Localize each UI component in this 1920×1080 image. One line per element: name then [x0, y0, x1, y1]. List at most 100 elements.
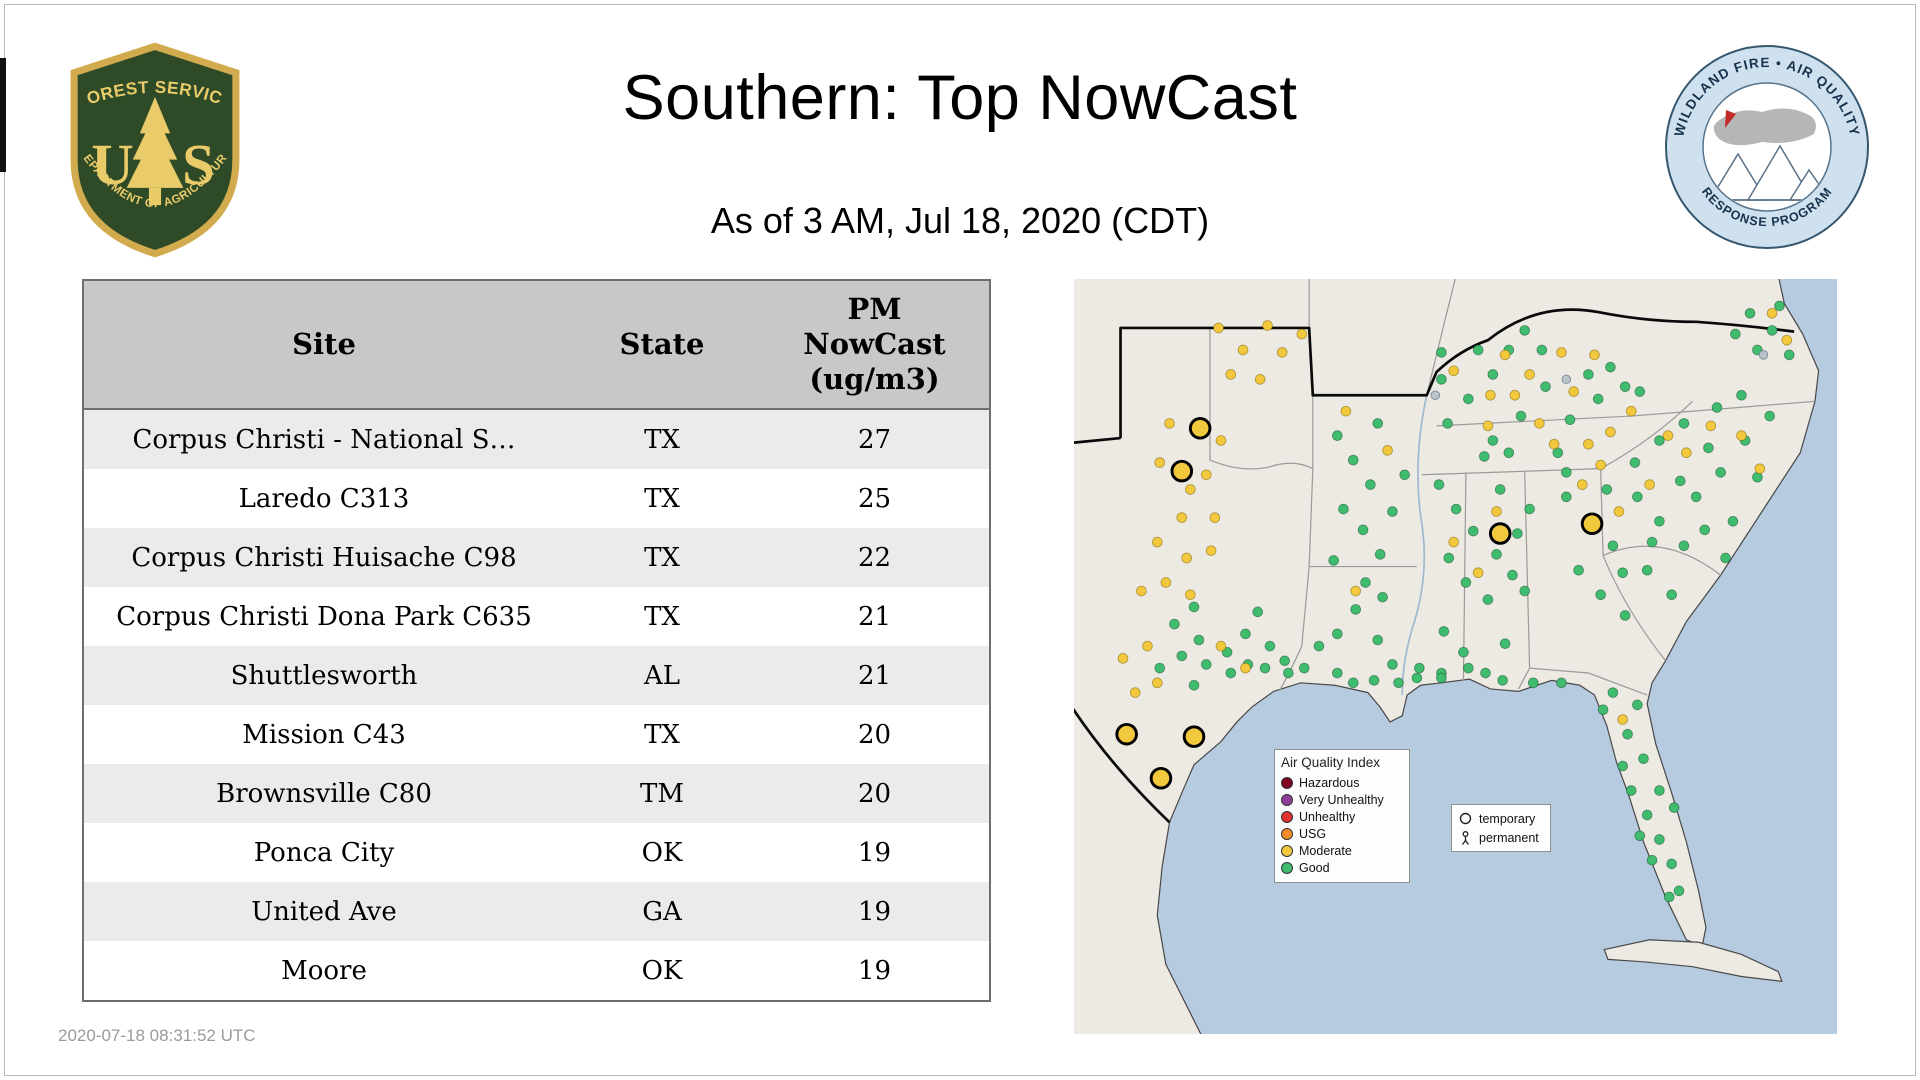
monitor-dot-good [1673, 885, 1685, 897]
usfs-letter-u: U [91, 132, 133, 197]
monitor-dot-good [1338, 503, 1349, 515]
monitor-dot-good [1507, 569, 1518, 581]
aqi-color-swatch [1281, 861, 1293, 874]
site-cell: Moore [281, 955, 367, 986]
aqi-color-swatch [1281, 776, 1293, 789]
marker-type-legend: temporary permanent [1451, 804, 1551, 852]
monitor-dot-good [1617, 760, 1629, 772]
monitor-dot-moderate [1129, 687, 1141, 698]
monitor-dot-moderate [1534, 418, 1545, 429]
monitor-dot-moderate [1595, 459, 1606, 471]
monitor-dot-good [1458, 646, 1469, 658]
monitor-dot-good [1583, 369, 1594, 380]
wfaqrp-logo: WILDLAND FIRE • AIR QUALITY RESPONSE PRO… [1662, 42, 1872, 252]
monitor-dot-moderate [1644, 479, 1655, 490]
state-cell: TM [640, 778, 684, 809]
monitor-dot-good [1176, 650, 1188, 662]
value-cell: 21 [857, 660, 892, 691]
monitor-dot-good [1632, 491, 1643, 503]
monitor-dot-moderate [1254, 374, 1266, 385]
site-cell: Corpus Christi Huisache C98 [131, 542, 517, 573]
aqi-legend-label: Very Unhealthy [1299, 792, 1384, 807]
fire-location-marker [1725, 110, 1736, 128]
wfaqrp-badge-icon: WILDLAND FIRE • AIR QUALITY RESPONSE PRO… [1665, 45, 1869, 249]
monitor-dot-moderate [1151, 536, 1163, 548]
monitor-dot-good [1515, 410, 1527, 422]
monitor-dot-moderate [1164, 418, 1175, 429]
value-cell: 27 [857, 424, 892, 455]
temporary-monitor-dot-moderate [1170, 459, 1194, 483]
site-cell: Laredo C313 [238, 483, 410, 514]
monitor-dot-moderate [1766, 307, 1778, 319]
monitor-dot-good [1715, 467, 1726, 478]
table-row: United Ave GA 19 [83, 882, 990, 941]
monitor-dot-good [1491, 549, 1502, 560]
state-column-header: State [564, 280, 760, 410]
monitor-dot-good [1666, 589, 1677, 601]
value-cell: 21 [857, 601, 892, 632]
monitor-dot-good [1561, 491, 1572, 503]
monitor-dot-good [1313, 640, 1325, 652]
aqi-map [1074, 279, 1837, 1034]
table-row: Moore OK 19 [83, 941, 990, 1001]
monitor-dot-good [1282, 667, 1294, 679]
monitor-dot-good [1460, 577, 1472, 588]
monitor-dot-good [1372, 418, 1384, 429]
aqi-legend-label: Unhealthy [1299, 809, 1356, 824]
monitor-dot-moderate [1499, 349, 1511, 361]
value-cell: 25 [857, 483, 892, 514]
monitor-dot-good [1727, 515, 1739, 527]
monitor-dot-moderate [1482, 420, 1494, 432]
monitor-dot-good [1711, 402, 1723, 413]
monitor-dot-good [1482, 594, 1494, 605]
monitor-dot-good [1450, 503, 1462, 515]
site-cell: Corpus Christi Dona Park C635 [116, 601, 532, 632]
temporary-monitor-dot-moderate [1488, 522, 1512, 545]
region-border [1074, 308, 1795, 824]
monitor-dot-good [1154, 662, 1166, 674]
monitor-dot-moderate [1215, 640, 1227, 652]
monitor-dot-good [1480, 667, 1491, 679]
monitor-dot-good [1654, 515, 1665, 527]
monitor-dot-good [1494, 484, 1506, 495]
aqi-color-swatch [1281, 844, 1293, 857]
monitor-dot-moderate [1237, 344, 1249, 356]
state-cell: GA [642, 896, 682, 927]
aqi-legend-label: Hazardous [1299, 775, 1360, 790]
monitor-dot-good [1744, 307, 1756, 319]
site-cell: Mission C43 [242, 719, 406, 750]
monitor-dot-good [1436, 672, 1447, 684]
monitor-dot-good [1619, 381, 1631, 393]
monitor-dot-good [1730, 328, 1741, 340]
monitor-dot-moderate [1613, 506, 1625, 517]
site-cell: Corpus Christi - National S… [132, 424, 516, 455]
monitor-dot-good [1654, 435, 1665, 446]
monitor-dot-good [1703, 442, 1714, 454]
monitor-dot-good [1279, 655, 1290, 667]
monitor-dot-good [1387, 659, 1398, 670]
monitor-dot-good [1193, 634, 1205, 646]
monitor-dot-good [1347, 677, 1359, 689]
monitor-dot-inactive [1430, 390, 1441, 400]
aqi-map-container: Air Quality Index Hazardous Very Unhealth… [1074, 279, 1837, 1034]
monitor-dot-moderate [1200, 469, 1212, 481]
table-row: Brownsville C80 TM 20 [83, 764, 990, 823]
monitor-dot-good [1524, 503, 1535, 515]
monitor-dot-good [1764, 410, 1775, 422]
monitor-dot-good [1442, 418, 1453, 429]
value-cell: 19 [857, 837, 892, 868]
monitor-dot-good [1436, 347, 1447, 358]
value-cell: 20 [857, 778, 892, 809]
temporary-monitor-dot-moderate [1115, 722, 1138, 746]
monitor-dot-moderate [1524, 369, 1535, 380]
aqi-legend-item: Good [1281, 859, 1403, 876]
monitor-dot-good [1634, 830, 1646, 842]
monitor-dot-good [1472, 344, 1484, 356]
monitor-dot-good [1467, 525, 1479, 537]
table-row: Corpus Christi - National S… TX 27 [83, 409, 990, 469]
table-row: Mission C43 TX 20 [83, 705, 990, 764]
monitor-dot-moderate [1154, 457, 1166, 468]
site-column-header: Site [83, 280, 564, 410]
monitor-dot-good [1654, 834, 1665, 845]
monitor-dot-good [1690, 491, 1702, 503]
